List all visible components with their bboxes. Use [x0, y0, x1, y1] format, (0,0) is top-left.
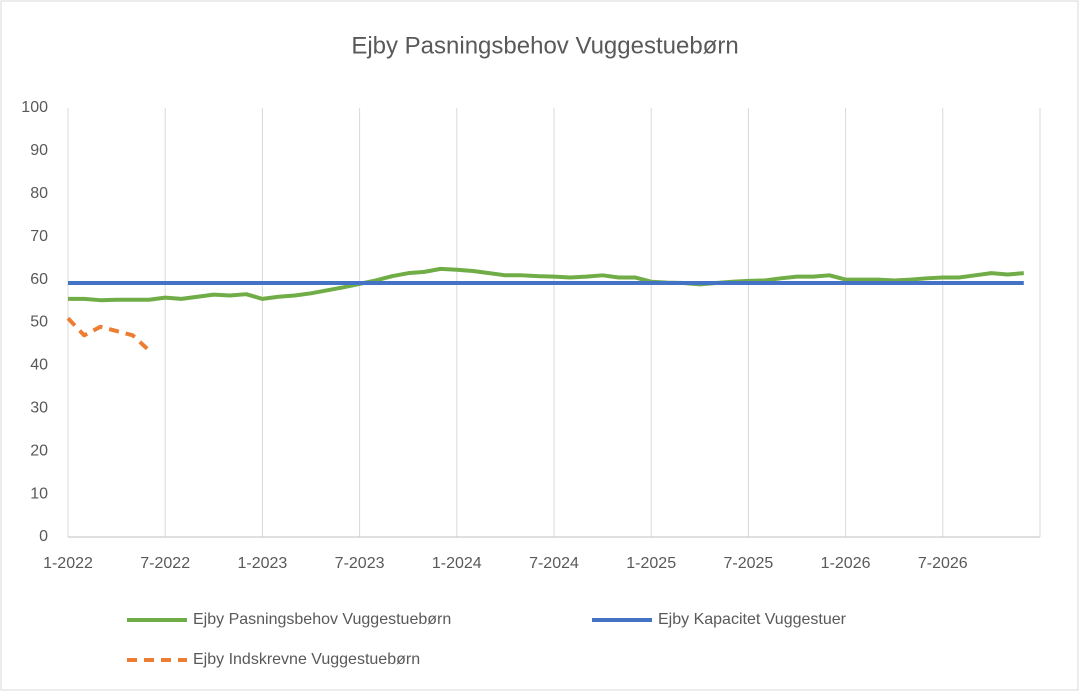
x-tick-label: 7-2023: [335, 555, 385, 572]
y-tick-label: 100: [21, 99, 48, 116]
legend-label: Ejby Indskrevne Vuggestuebørn: [193, 651, 420, 668]
y-tick-label: 40: [30, 357, 48, 374]
x-tick-label: 7-2024: [529, 555, 579, 572]
legend-label: Ejby Pasningsbehov Vuggestuebørn: [193, 611, 451, 628]
x-tick-label: 7-2025: [723, 555, 773, 572]
y-tick-label: 90: [30, 142, 48, 159]
x-tick-label: 1-2024: [432, 555, 482, 572]
y-tick-label: 0: [39, 528, 48, 545]
y-tick-label: 80: [30, 185, 48, 202]
x-tick-label: 1-2025: [626, 555, 676, 572]
chart-title: Ejby Pasningsbehov Vuggestuebørn: [351, 32, 738, 59]
series-line: [68, 266, 1024, 303]
legend-label: Ejby Kapacitet Vuggestuer: [658, 611, 847, 628]
y-tick-label: 60: [30, 271, 48, 288]
y-tick-label: 70: [30, 228, 48, 245]
x-tick-label: 1-2022: [43, 555, 93, 572]
x-tick-label: 1-2026: [821, 555, 871, 572]
series-line: [66, 316, 151, 352]
y-tick-label: 50: [30, 314, 48, 331]
x-tick-label: 1-2023: [237, 555, 287, 572]
y-tick-label: 10: [30, 485, 48, 502]
x-tick-label: 7-2026: [918, 555, 968, 572]
y-tick-label: 30: [30, 400, 48, 417]
x-tick-label: 7-2022: [140, 555, 190, 572]
y-tick-label: 20: [30, 442, 48, 459]
